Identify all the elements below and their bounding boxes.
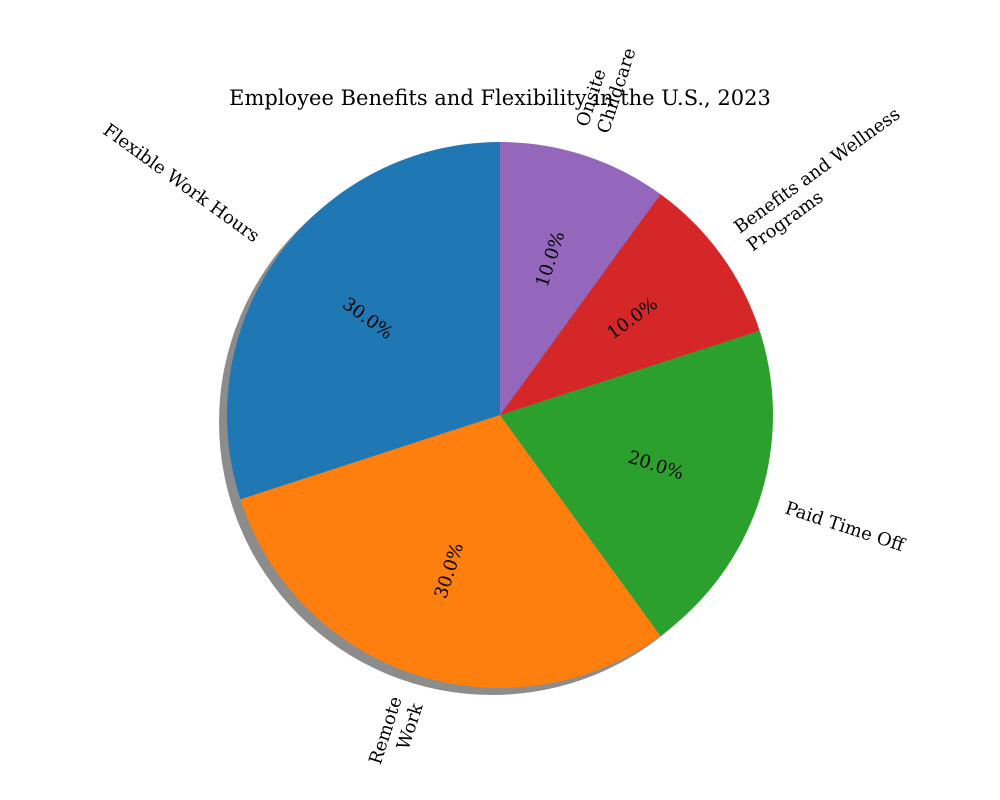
pie-label-flexible-work-hours: Flexible Work Hours: [99, 120, 263, 247]
pie-label-benefits-and-wellness-programs: Benefits and WellnessPrograms: [730, 104, 917, 256]
chart-title: Employee Benefits and Flexibility in the…: [229, 86, 771, 110]
pie-slice-benefits-and-wellness-programs: [500, 194, 760, 415]
pie-label-remote-work: RemoteWork: [365, 693, 428, 774]
pie-slice-flexible-work-hours: [226, 142, 500, 500]
pie-label-paid-time-off: Paid Time Off: [782, 498, 907, 557]
pie-slice-paid-time-off: [500, 330, 773, 636]
pie-slices: [226, 142, 773, 688]
pie-slice-onsite-childcare: [500, 142, 661, 415]
pie-slice-remote-work: [240, 415, 661, 688]
